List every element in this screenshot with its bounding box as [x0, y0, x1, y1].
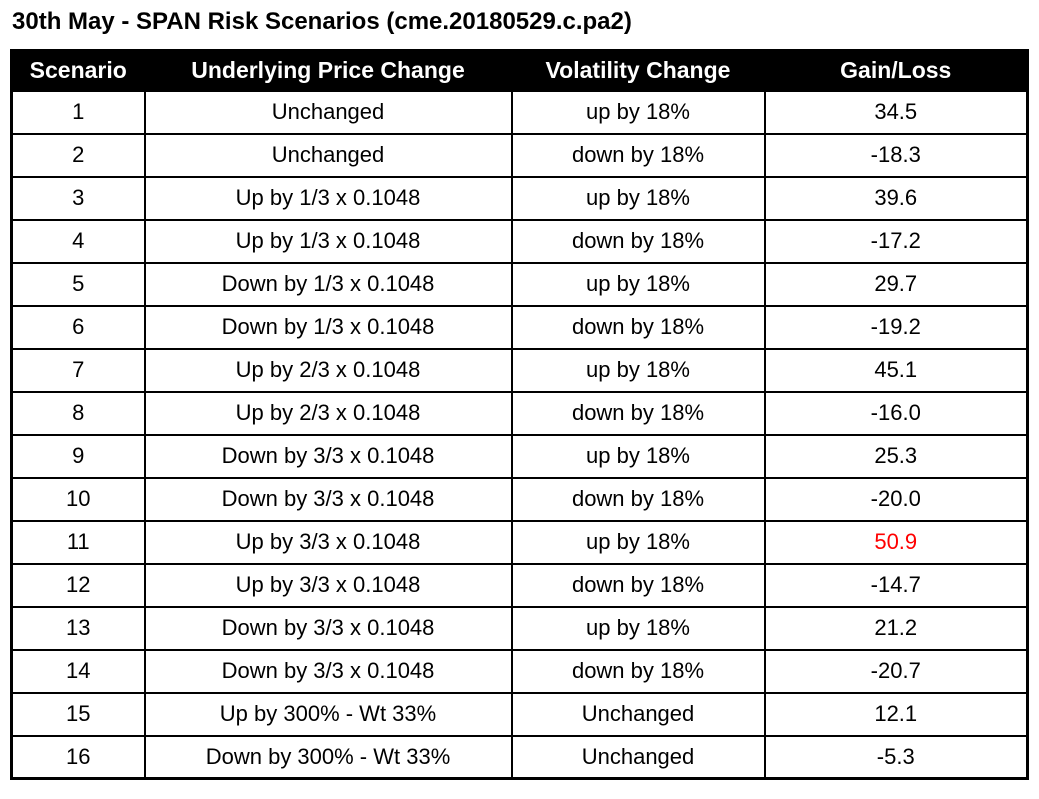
- gain-loss-cell: 25.3: [763, 433, 1029, 479]
- price-change-cell: Up by 300% - Wt 33%: [143, 691, 513, 737]
- table-row: 11 Up by 3/3 x 0.1048 up by 18% 50.9: [10, 519, 1029, 565]
- gain-loss-cell: 29.7: [763, 261, 1029, 307]
- table-header: Scenario Underlying Price Change Volatil…: [10, 49, 1029, 92]
- volatility-change-cell: down by 18%: [510, 304, 766, 350]
- gain-loss-cell: 34.5: [763, 89, 1029, 135]
- scenario-cell: 11: [10, 519, 146, 565]
- scenario-cell: 6: [10, 304, 146, 350]
- volatility-change-cell: down by 18%: [510, 562, 766, 608]
- volatility-change-cell: Unchanged: [510, 691, 766, 737]
- table-row: 10 Down by 3/3 x 0.1048 down by 18% -20.0: [10, 476, 1029, 522]
- scenario-cell: 8: [10, 390, 146, 436]
- table-row: 5 Down by 1/3 x 0.1048 up by 18% 29.7: [10, 261, 1029, 307]
- price-change-cell: Unchanged: [143, 132, 513, 178]
- price-change-cell: Down by 3/3 x 0.1048: [143, 433, 513, 479]
- table-row: 15 Up by 300% - Wt 33% Unchanged 12.1: [10, 691, 1029, 737]
- volatility-change-cell: down by 18%: [510, 218, 766, 264]
- gain-loss-cell: 39.6: [763, 175, 1029, 221]
- table-row: 8 Up by 2/3 x 0.1048 down by 18% -16.0: [10, 390, 1029, 436]
- table-row: 13 Down by 3/3 x 0.1048 up by 18% 21.2: [10, 605, 1029, 651]
- column-header-volatility-change: Volatility Change: [510, 49, 766, 92]
- price-change-cell: Down by 1/3 x 0.1048: [143, 304, 513, 350]
- column-header-underlying-price-change: Underlying Price Change: [143, 49, 513, 92]
- gain-loss-cell: -18.3: [763, 132, 1029, 178]
- volatility-change-cell: up by 18%: [510, 175, 766, 221]
- table-row: 2 Unchanged down by 18% -18.3: [10, 132, 1029, 178]
- volatility-change-cell: up by 18%: [510, 347, 766, 393]
- table-row: 16 Down by 300% - Wt 33% Unchanged -5.3: [10, 734, 1029, 780]
- column-header-gain-loss: Gain/Loss: [763, 49, 1029, 92]
- table-row: 3 Up by 1/3 x 0.1048 up by 18% 39.6: [10, 175, 1029, 221]
- page-title: 30th May - SPAN Risk Scenarios (cme.2018…: [12, 8, 632, 35]
- table-row: 6 Down by 1/3 x 0.1048 down by 18% -19.2: [10, 304, 1029, 350]
- gain-loss-cell: -16.0: [763, 390, 1029, 436]
- scenario-cell: 2: [10, 132, 146, 178]
- table-row: 1 Unchanged up by 18% 34.5: [10, 89, 1029, 135]
- scenario-cell: 14: [10, 648, 146, 694]
- scenario-cell: 3: [10, 175, 146, 221]
- price-change-cell: Down by 3/3 x 0.1048: [143, 605, 513, 651]
- gain-loss-cell: 45.1: [763, 347, 1029, 393]
- price-change-cell: Unchanged: [143, 89, 513, 135]
- price-change-cell: Down by 3/3 x 0.1048: [143, 476, 513, 522]
- gain-loss-cell: 21.2: [763, 605, 1029, 651]
- price-change-cell: Down by 1/3 x 0.1048: [143, 261, 513, 307]
- gain-loss-cell: -20.7: [763, 648, 1029, 694]
- volatility-change-cell: down by 18%: [510, 648, 766, 694]
- price-change-cell: Up by 1/3 x 0.1048: [143, 175, 513, 221]
- gain-loss-cell: 50.9: [763, 519, 1029, 565]
- scenario-cell: 10: [10, 476, 146, 522]
- scenario-cell: 1: [10, 89, 146, 135]
- table-row: 12 Up by 3/3 x 0.1048 down by 18% -14.7: [10, 562, 1029, 608]
- price-change-cell: Up by 2/3 x 0.1048: [143, 347, 513, 393]
- gain-loss-cell: -19.2: [763, 304, 1029, 350]
- volatility-change-cell: up by 18%: [510, 261, 766, 307]
- gain-loss-cell: -17.2: [763, 218, 1029, 264]
- column-header-scenario: Scenario: [10, 49, 146, 92]
- scenario-cell: 16: [10, 734, 146, 780]
- volatility-change-cell: Unchanged: [510, 734, 766, 780]
- table-body: 1 Unchanged up by 18% 34.5 2 Unchanged down by…: [10, 89, 1029, 780]
- volatility-change-cell: up by 18%: [510, 519, 766, 565]
- table-row: 4 Up by 1/3 x 0.1048 down by 18% -17.2: [10, 218, 1029, 264]
- volatility-change-cell: up by 18%: [510, 89, 766, 135]
- scenario-cell: 13: [10, 605, 146, 651]
- price-change-cell: Up by 2/3 x 0.1048: [143, 390, 513, 436]
- volatility-change-cell: down by 18%: [510, 132, 766, 178]
- volatility-change-cell: up by 18%: [510, 605, 766, 651]
- price-change-cell: Down by 3/3 x 0.1048: [143, 648, 513, 694]
- volatility-change-cell: down by 18%: [510, 476, 766, 522]
- gain-loss-cell: -14.7: [763, 562, 1029, 608]
- scenario-cell: 4: [10, 218, 146, 264]
- price-change-cell: Up by 1/3 x 0.1048: [143, 218, 513, 264]
- scenario-cell: 9: [10, 433, 146, 479]
- table-row: 7 Up by 2/3 x 0.1048 up by 18% 45.1: [10, 347, 1029, 393]
- volatility-change-cell: up by 18%: [510, 433, 766, 479]
- scenario-cell: 15: [10, 691, 146, 737]
- scenario-cell: 7: [10, 347, 146, 393]
- scenario-cell: 12: [10, 562, 146, 608]
- volatility-change-cell: down by 18%: [510, 390, 766, 436]
- table-row: 9 Down by 3/3 x 0.1048 up by 18% 25.3: [10, 433, 1029, 479]
- price-change-cell: Down by 300% - Wt 33%: [143, 734, 513, 780]
- gain-loss-cell: 12.1: [763, 691, 1029, 737]
- price-change-cell: Up by 3/3 x 0.1048: [143, 562, 513, 608]
- price-change-cell: Up by 3/3 x 0.1048: [143, 519, 513, 565]
- scenario-cell: 5: [10, 261, 146, 307]
- header-row: Scenario Underlying Price Change Volatil…: [10, 49, 1029, 92]
- table-row: 14 Down by 3/3 x 0.1048 down by 18% -20.7: [10, 648, 1029, 694]
- gain-loss-cell: -20.0: [763, 476, 1029, 522]
- span-risk-table: Scenario Underlying Price Change Volatil…: [10, 49, 1029, 780]
- gain-loss-cell: -5.3: [763, 734, 1029, 780]
